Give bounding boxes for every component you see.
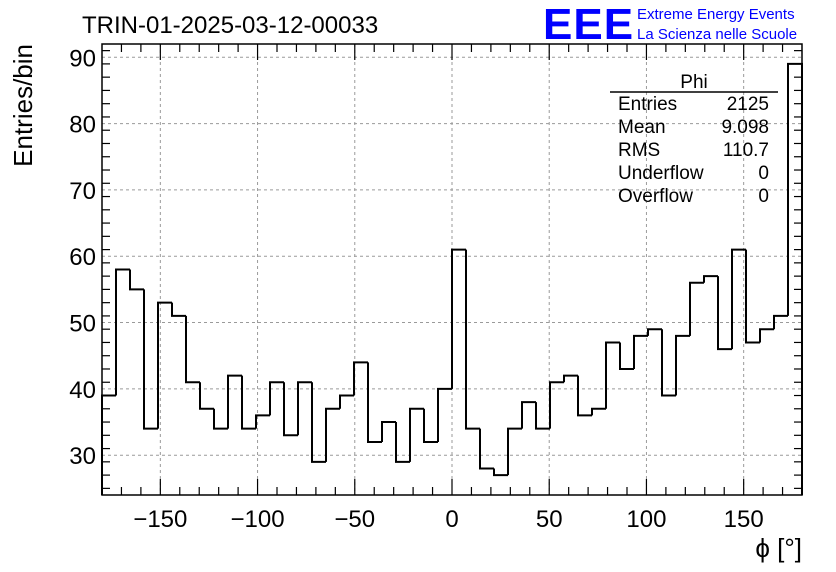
stats-label: Underflow xyxy=(618,163,704,184)
histogram-bin xyxy=(171,302,186,317)
histogram-bin xyxy=(493,468,508,477)
histogram-bin xyxy=(479,428,494,470)
histogram-bin xyxy=(731,248,746,350)
stats-label: Overflow xyxy=(618,186,693,207)
histogram-bin xyxy=(227,374,242,429)
histogram-bin xyxy=(745,249,760,344)
histogram-bin xyxy=(465,249,480,430)
histogram-bin xyxy=(507,427,522,476)
histogram-bin xyxy=(101,394,116,495)
histogram-bin xyxy=(661,329,676,397)
histogram-bin xyxy=(787,62,803,495)
histogram-bin xyxy=(381,421,396,442)
y-tick-label: 70 xyxy=(69,178,96,205)
histogram-bin xyxy=(129,269,144,291)
stats-title: Phi xyxy=(680,72,707,93)
histogram-bin xyxy=(395,422,410,463)
histogram-bin xyxy=(633,334,648,369)
eee-logo: EEE Extreme Energy Events La Scienza nel… xyxy=(543,0,797,49)
x-tick-label: −150 xyxy=(133,506,187,533)
stats-rows: Entries 2125 Mean 9.098 RMS 110.7 Underflow 0 Ov… xyxy=(618,94,769,207)
histogram-bin xyxy=(549,381,564,429)
histogram-bin xyxy=(689,281,704,336)
y-tick-label: 30 xyxy=(69,443,96,470)
x-tick-label: 100 xyxy=(626,506,666,533)
histogram-bin xyxy=(339,394,354,409)
axis-ticks xyxy=(102,44,802,495)
histogram-bin xyxy=(213,408,228,430)
histogram-bin xyxy=(535,402,550,430)
histogram-bin xyxy=(703,275,718,283)
histogram-bin xyxy=(577,375,592,417)
logo-line2: La Scienza nelle Scuole xyxy=(637,26,797,43)
histogram-bin xyxy=(185,315,200,384)
histogram-bin xyxy=(241,375,256,430)
histogram-bin xyxy=(675,334,690,396)
y-axis-label: Entries/bin xyxy=(8,44,38,167)
y-tick-label: 50 xyxy=(69,311,96,338)
histogram-bin xyxy=(451,248,466,389)
x-tick-label: 150 xyxy=(724,506,764,533)
histogram-bin xyxy=(409,407,424,462)
stats-value: 0 xyxy=(758,186,769,207)
histogram-bin xyxy=(437,387,452,442)
stats-value: 110.7 xyxy=(723,140,769,161)
histogram-bin xyxy=(115,268,130,396)
stats-label: Entries xyxy=(618,94,677,115)
logo-text: EEE xyxy=(543,0,634,49)
histogram-bin xyxy=(297,381,312,436)
chart-title: TRIN-01-2025-03-12-00033 xyxy=(82,12,378,39)
y-tick-labels: 30 40 50 60 70 80 90 xyxy=(69,45,96,470)
stats-value: 0 xyxy=(758,163,769,184)
histogram-bin xyxy=(647,328,662,336)
histogram-bin xyxy=(423,408,438,443)
x-tick-label: −50 xyxy=(334,506,375,533)
histogram-bin xyxy=(143,289,158,430)
y-tick-label: 60 xyxy=(69,244,96,271)
logo-line1: Extreme Energy Events xyxy=(637,6,795,23)
histogram-bin xyxy=(563,374,578,383)
histogram-bin xyxy=(269,381,284,416)
histogram-bin xyxy=(759,328,774,343)
y-tick-label: 80 xyxy=(69,112,96,139)
histogram-bin xyxy=(591,407,606,416)
x-tick-label: 0 xyxy=(445,506,458,533)
stats-value: 2125 xyxy=(727,94,769,115)
stats-label: RMS xyxy=(618,140,660,161)
histogram-bin xyxy=(325,407,340,462)
histogram-bin xyxy=(605,341,620,409)
x-tick-labels: −150 −100 −50 0 50 100 150 xyxy=(133,506,763,533)
histogram-bin xyxy=(773,314,788,330)
x-tick-label: −100 xyxy=(231,506,285,533)
histogram-bin xyxy=(311,382,326,463)
y-tick-label: 90 xyxy=(69,45,96,72)
histogram-bin xyxy=(619,342,634,370)
histogram-bin xyxy=(353,361,368,396)
histogram-bin xyxy=(157,301,172,429)
histogram-bin xyxy=(367,362,382,443)
histogram-bin xyxy=(717,276,732,351)
histogram-bin xyxy=(283,382,298,437)
histogram-bin xyxy=(199,382,214,410)
stats-box: Phi Entries 2125 Mean 9.098 RMS 110.7 Underflo… xyxy=(610,72,778,207)
x-axis-label: ϕ [°] xyxy=(755,533,802,563)
histogram-bin xyxy=(255,414,270,429)
stats-value: 9.098 xyxy=(721,117,769,138)
histogram-bin xyxy=(521,401,536,429)
y-tick-label: 40 xyxy=(69,377,96,404)
stats-label: Mean xyxy=(618,117,666,138)
series-group xyxy=(101,62,803,495)
x-tick-label: 50 xyxy=(536,506,563,533)
